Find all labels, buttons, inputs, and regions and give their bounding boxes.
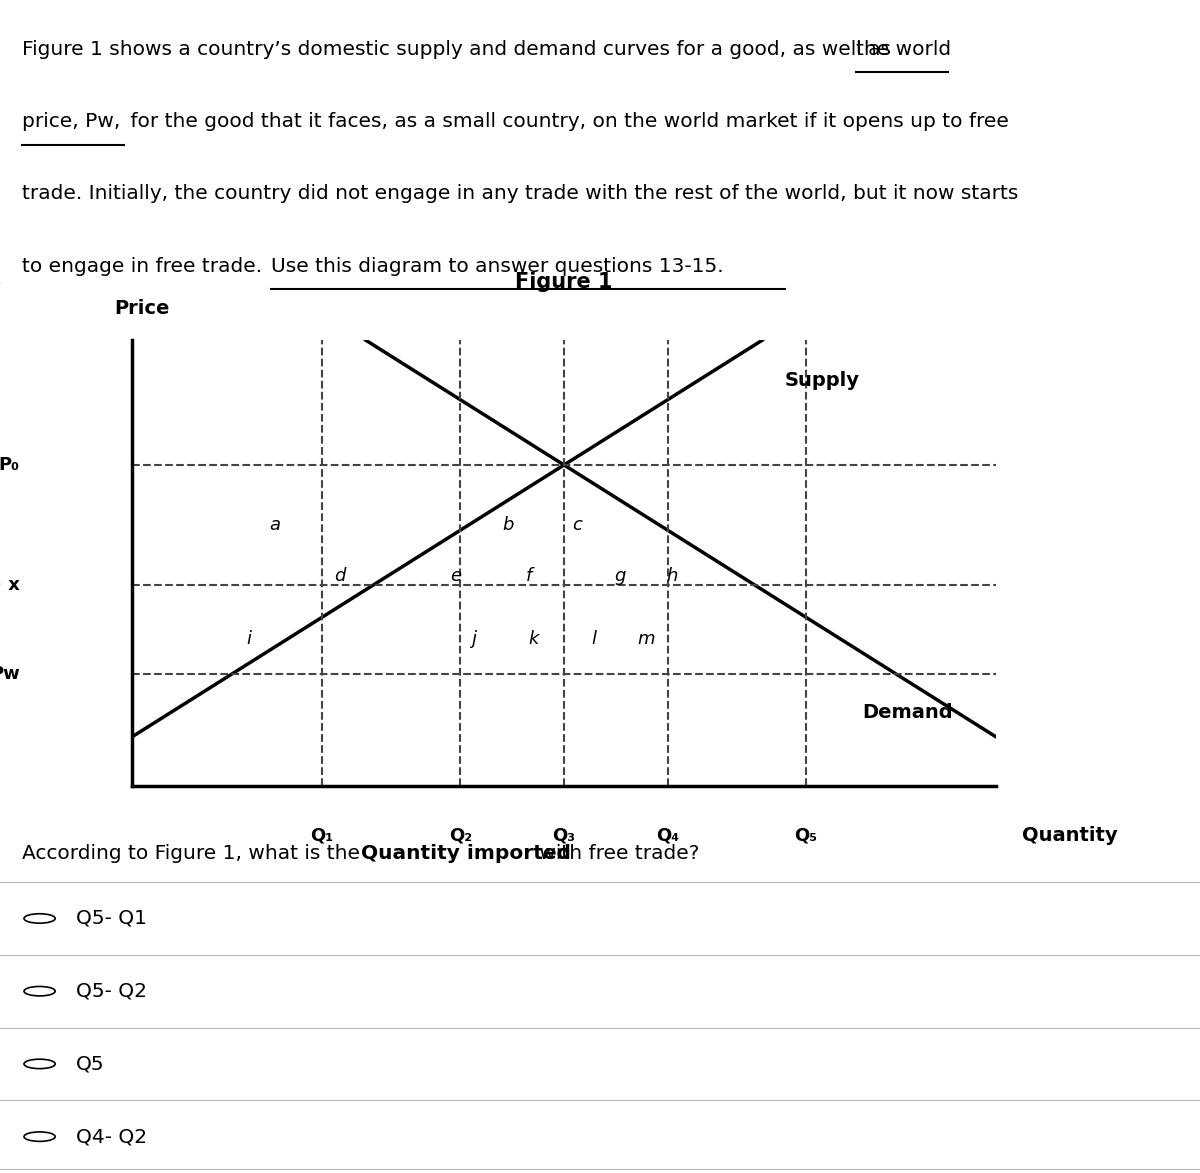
Text: Demand: Demand <box>862 703 953 721</box>
Text: the world: the world <box>856 40 950 59</box>
Text: According to Figure 1, what is the: According to Figure 1, what is the <box>22 843 366 862</box>
Text: k: k <box>528 630 539 647</box>
Text: j: j <box>470 630 475 647</box>
Text: f: f <box>527 568 533 585</box>
Text: Quantity imported: Quantity imported <box>361 843 571 862</box>
Text: to engage in free trade.: to engage in free trade. <box>22 257 268 276</box>
Text: Pw: Pw <box>0 665 19 684</box>
Text: Q₃: Q₃ <box>552 826 576 845</box>
Text: e: e <box>450 568 462 585</box>
Text: Q4- Q2: Q4- Q2 <box>76 1127 146 1146</box>
Text: Figure 1: Figure 1 <box>515 272 613 292</box>
Text: h: h <box>666 568 678 585</box>
Text: Pw + x: Pw + x <box>0 576 19 595</box>
Text: i: i <box>246 630 251 647</box>
Text: trade. Initially, the country did not engage in any trade with the rest of the w: trade. Initially, the country did not en… <box>22 184 1018 203</box>
Text: Figure 1 shows a country’s domestic supply and demand curves for a good, as well: Figure 1 shows a country’s domestic supp… <box>22 40 896 59</box>
Text: a: a <box>269 516 280 534</box>
Text: P₀: P₀ <box>0 456 19 474</box>
Text: Q₅: Q₅ <box>794 826 817 845</box>
Text: Quantity: Quantity <box>1022 826 1117 845</box>
Text: Q₁: Q₁ <box>311 826 334 845</box>
Text: for the good that it faces, as a small country, on the world market if it opens : for the good that it faces, as a small c… <box>124 113 1008 131</box>
Text: Use this diagram to answer questions 13-15.: Use this diagram to answer questions 13-… <box>271 257 724 276</box>
Text: d: d <box>334 568 346 585</box>
Text: price, Pw,: price, Pw, <box>22 113 120 131</box>
Text: Q5- Q2: Q5- Q2 <box>76 982 146 1001</box>
Text: Q5: Q5 <box>76 1055 104 1073</box>
Text: b: b <box>502 516 514 534</box>
Text: Q5- Q1: Q5- Q1 <box>76 909 146 928</box>
Text: Q₂: Q₂ <box>449 826 472 845</box>
Text: g: g <box>614 568 626 585</box>
Text: c: c <box>572 516 582 534</box>
Text: Price: Price <box>115 299 170 318</box>
Text: Supply: Supply <box>785 371 859 389</box>
Text: Q₄: Q₄ <box>656 826 679 845</box>
Text: m: m <box>637 630 655 647</box>
Text: l: l <box>592 630 596 647</box>
Text: with free trade?: with free trade? <box>533 843 700 862</box>
